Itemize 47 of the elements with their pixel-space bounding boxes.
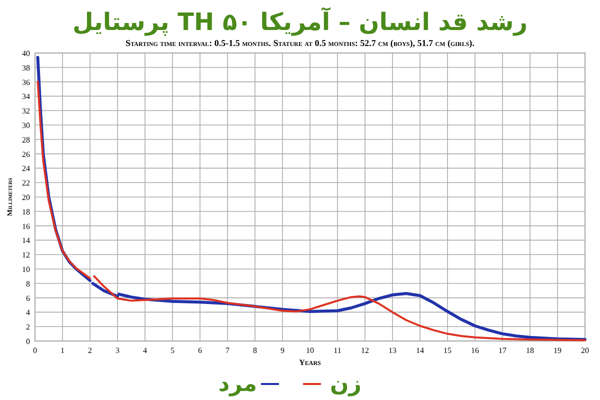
x-axis-title: Years xyxy=(299,358,322,367)
y-tick-label: 14 xyxy=(22,236,30,246)
x-tick-label: 20 xyxy=(581,346,589,355)
x-tick-label: 8 xyxy=(253,346,257,355)
x-tick-label: 13 xyxy=(388,346,396,355)
y-tick-label: 36 xyxy=(22,78,30,87)
x-tick-label: 18 xyxy=(526,346,534,355)
y-tick-label: 6 xyxy=(26,294,30,303)
chart-title: رشد قد انسان – آمریکا ۵۰ TH پرستایل xyxy=(72,7,528,36)
y-tick-label: 16 xyxy=(22,222,30,231)
x-tick-label: 2 xyxy=(88,346,92,355)
x-tick-label: 5 xyxy=(170,346,174,355)
x-tick-label: 17 xyxy=(498,346,506,355)
x-tick-label: 15 xyxy=(444,346,452,355)
y-tick-label: 34 xyxy=(22,92,30,102)
y-tick-label: 12 xyxy=(22,250,30,260)
text: مرد xyxy=(218,372,257,397)
chart-subtitle: Starting time interval: 0.5-1.5 months. Stature at 0.5 months: 52.7 cm (boys), 51.7 cm (girls). xyxy=(126,38,474,48)
y-tick-label: 38 xyxy=(22,63,30,72)
y-tick-label: 24 xyxy=(22,164,30,174)
y-tick-label: 18 xyxy=(22,207,30,216)
x-tick-label: 9 xyxy=(280,346,284,355)
x-tick-label: 12 xyxy=(361,346,369,355)
y-tick-label: 22 xyxy=(22,178,30,188)
y-tick-label: 32 xyxy=(22,106,30,116)
x-tick-label: 19 xyxy=(554,346,562,355)
y-tick-label: 26 xyxy=(22,150,30,159)
x-tick-label: 11 xyxy=(334,346,342,355)
y-tick-label: 30 xyxy=(22,121,30,130)
x-tick-label: 14 xyxy=(416,346,424,355)
x-tick-label: 10 xyxy=(306,346,314,355)
x-tick-label: 7 xyxy=(226,346,230,355)
y-tick-label: 8 xyxy=(26,279,30,288)
y-tick-label: 10 xyxy=(22,265,30,274)
y-tick-label: 2 xyxy=(26,322,30,332)
x-tick-label: 16 xyxy=(471,346,479,355)
y-tick-label: 28 xyxy=(22,135,30,144)
x-tick-label: 3 xyxy=(116,346,120,355)
y-tick-label: 0 xyxy=(26,337,30,346)
x-tick-label: 0 xyxy=(33,346,37,355)
x-tick-label: 6 xyxy=(198,346,202,355)
x-tick-label: 4 xyxy=(143,346,147,355)
y-tick-label: 40 xyxy=(22,49,30,58)
legend-label: زن xyxy=(330,372,362,397)
y-tick-label: 20 xyxy=(22,193,30,202)
y-tick-label: 4 xyxy=(26,308,30,318)
x-tick-label: 1 xyxy=(60,346,64,355)
